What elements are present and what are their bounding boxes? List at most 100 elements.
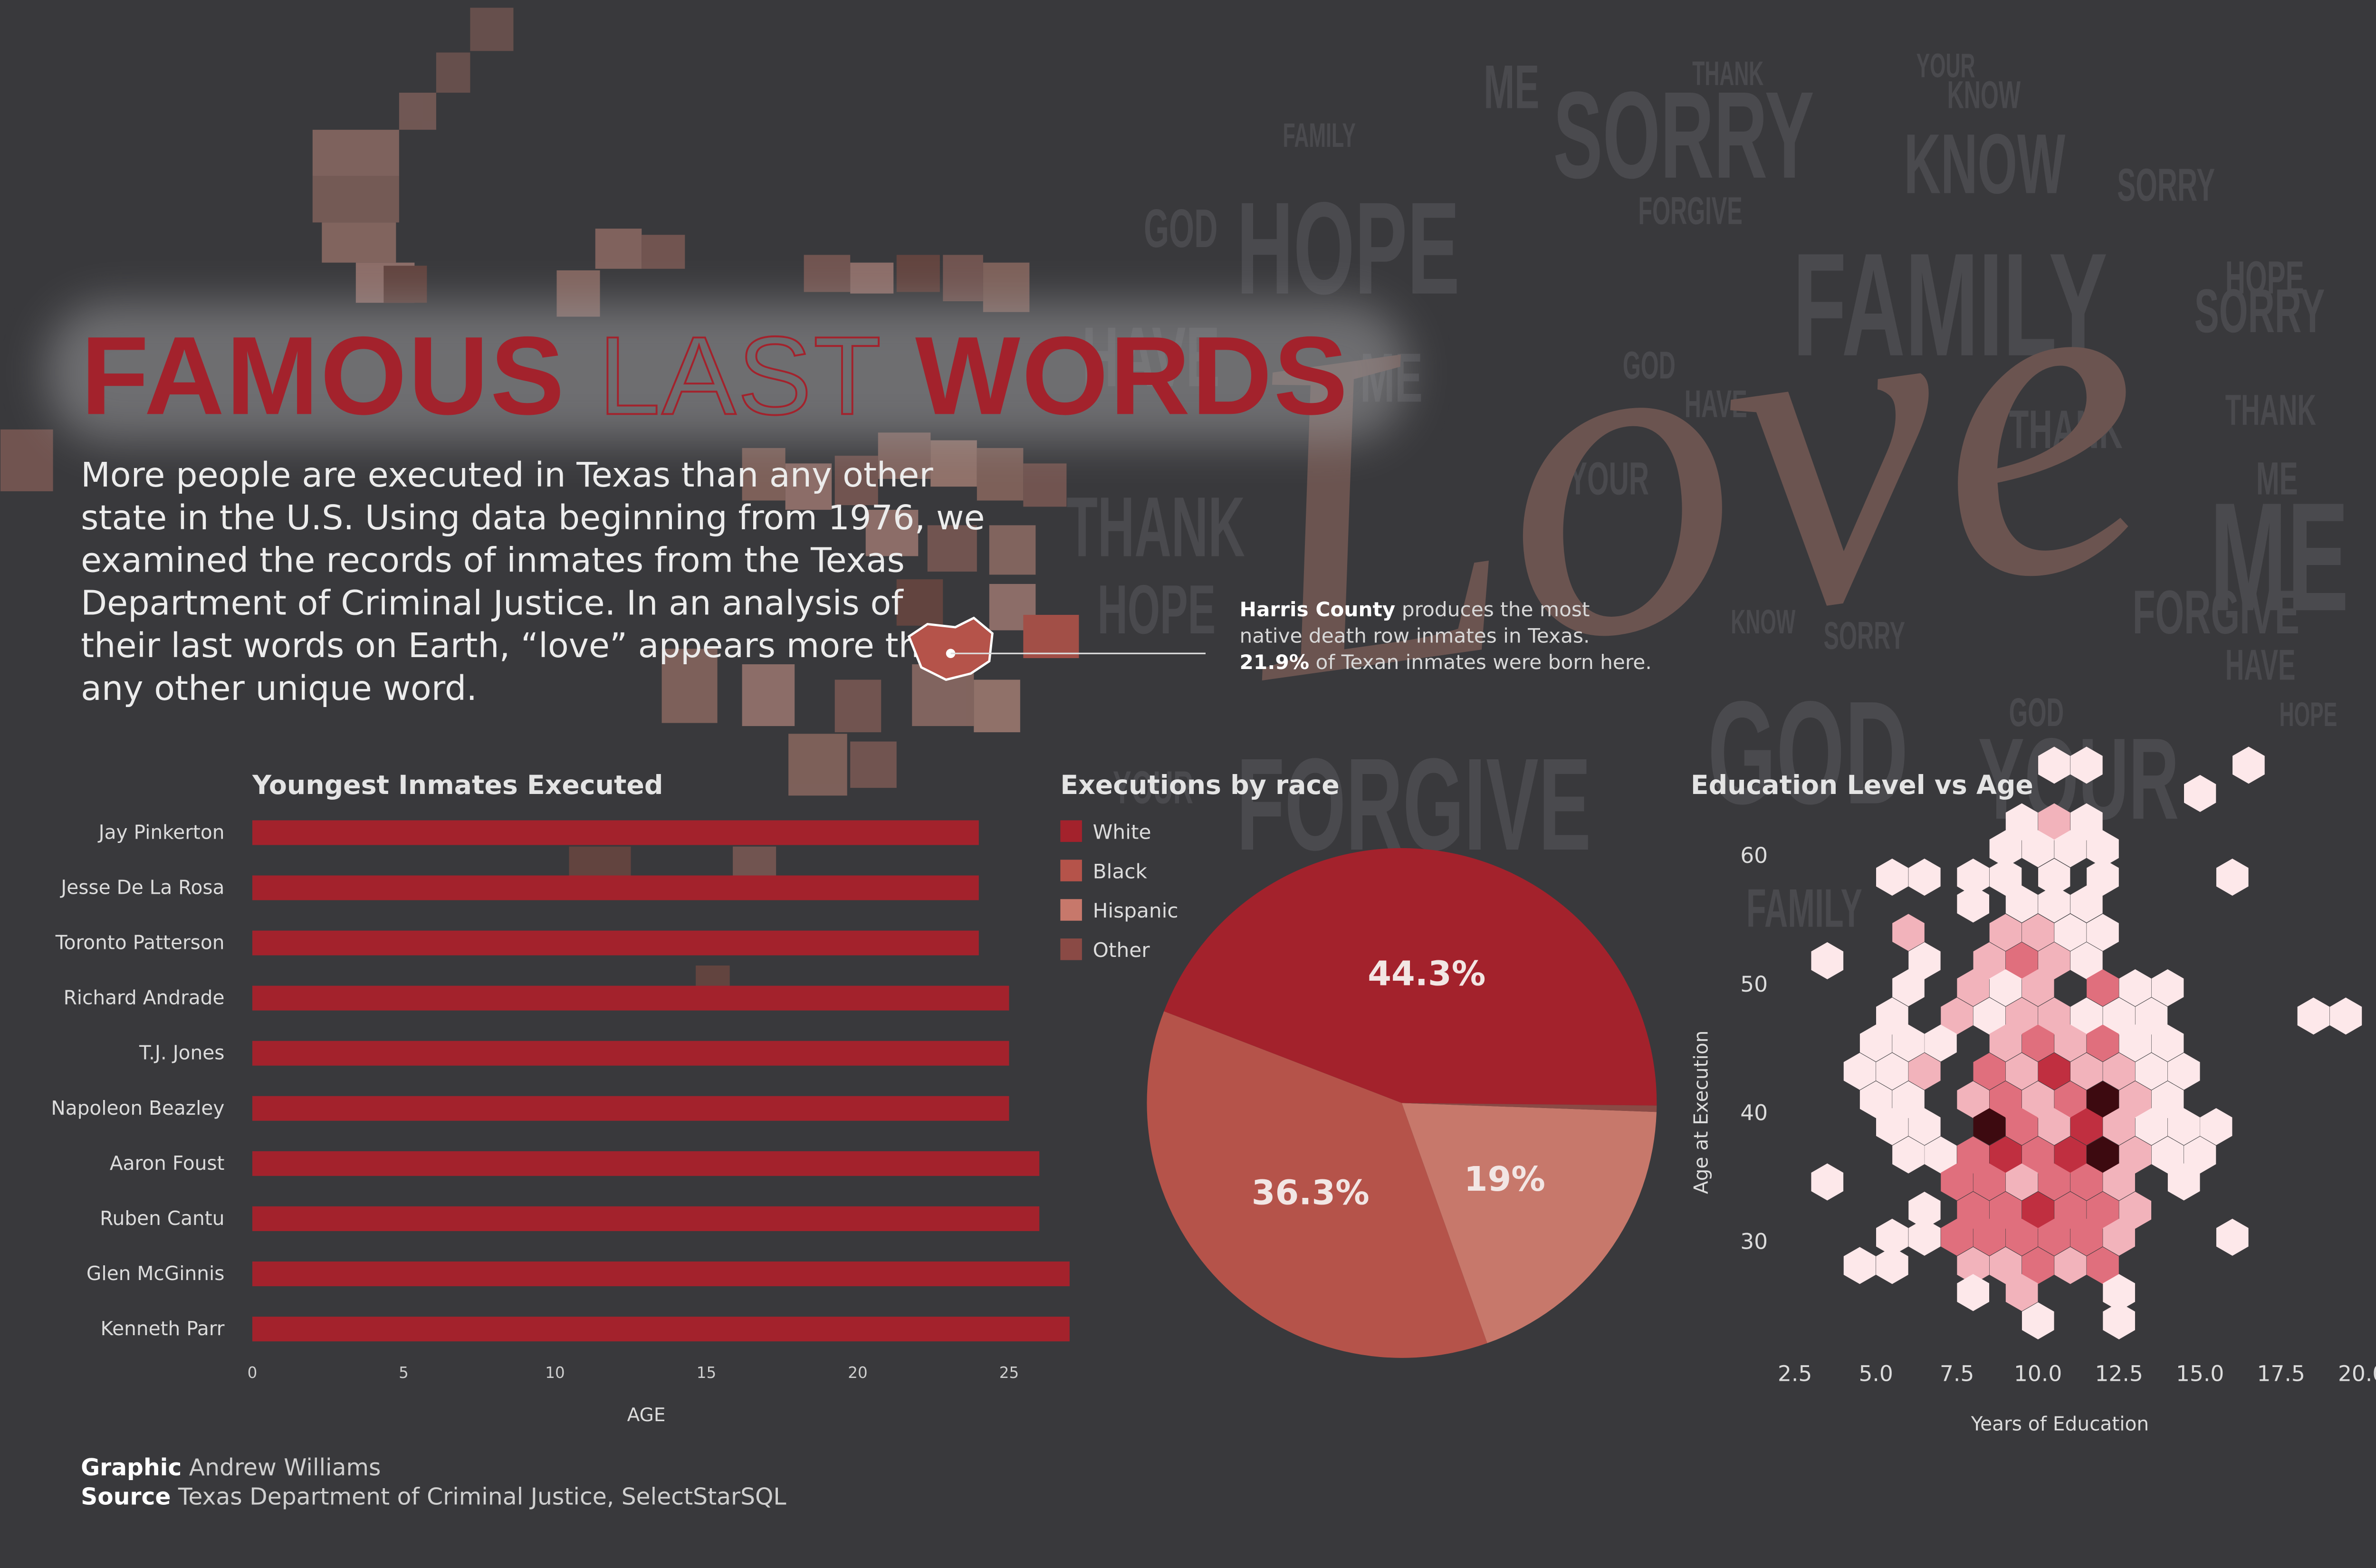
hex-bin <box>1973 997 2006 1035</box>
pie-slice <box>1401 1103 1657 1112</box>
hex-bin <box>2167 1163 2200 1201</box>
hex-bin <box>2103 1274 2135 1311</box>
hex-bin <box>2087 859 2119 896</box>
cloud-word: THANK <box>2009 399 2123 459</box>
hex-bin <box>2005 803 2038 841</box>
x-tick-label: 17.5 <box>2257 1361 2305 1386</box>
hex-bin <box>1876 859 1908 896</box>
pie-slice <box>1164 848 1657 1106</box>
legend-label: White <box>1093 820 1151 843</box>
cloud-word: SORRY <box>1553 67 1814 204</box>
category-label: Richard Andrade <box>64 986 225 1009</box>
intro-line: any other unique word. <box>81 669 477 708</box>
hex-bin <box>2005 1108 2038 1146</box>
cloud-word: FORGIVE <box>1638 190 1742 233</box>
hex-bin <box>2103 997 2135 1035</box>
cloud-word: FORGIVE <box>2133 577 2299 647</box>
y-tick-label: 60 <box>1740 843 1768 868</box>
hex-bin <box>1989 1024 2022 1062</box>
category-label: Kenneth Parr <box>101 1317 225 1340</box>
cloud-word: FAMILY <box>1283 117 1356 154</box>
bar <box>252 820 979 845</box>
hex-bin <box>1811 942 1844 979</box>
intro-line: Department of Criminal Justice. In an an… <box>81 583 904 622</box>
hex-bin <box>2070 746 2103 784</box>
hex-bin <box>2022 830 2054 868</box>
category-label: Jesse De La Rosa <box>59 876 224 899</box>
hex-bin <box>1876 1052 1908 1090</box>
hex-bin <box>1876 1218 1908 1256</box>
bar <box>252 1317 1070 1342</box>
hex-bin <box>2038 942 2070 979</box>
hex-bin <box>1941 1218 1973 1256</box>
pie-slice <box>1147 1011 1487 1358</box>
bar <box>252 930 979 956</box>
charts: Youngest Inmates Executed Jay Pinkerton Je… <box>51 746 2376 1435</box>
hex-bin <box>1811 1163 1844 1201</box>
hex-bin <box>2087 1247 2119 1284</box>
cloud-word: HOPE <box>2280 696 2338 734</box>
title-word: FAMOUS <box>81 313 566 438</box>
hex-bin <box>1892 1081 1925 1119</box>
hex-bin <box>1989 914 2022 951</box>
cloud-word: YOUR <box>1916 48 1975 85</box>
x-tick-label: 12.5 <box>2095 1361 2143 1386</box>
cloud-word: HAVE <box>1685 382 1747 426</box>
hex-bin <box>2038 1108 2070 1146</box>
hex-bin <box>2119 1192 2152 1229</box>
hex-bin <box>2005 942 2038 979</box>
hex-bin <box>2103 1163 2135 1201</box>
cloud-word: GOD <box>1144 198 1218 258</box>
intro-line: their last words on Earth, “love” appear… <box>81 626 962 665</box>
category-label: Toronto Patterson <box>55 931 225 954</box>
hex-bin <box>1925 1024 1957 1062</box>
hex-bin <box>1973 1218 2006 1256</box>
hex-bin <box>2167 1052 2200 1090</box>
cloud-word: GOD <box>1623 344 1676 387</box>
bar <box>252 875 979 900</box>
y-tick-label: 40 <box>1740 1100 1768 1126</box>
hex-bin <box>1908 1052 1941 1090</box>
x-tick-label: 2.5 <box>1778 1361 1812 1386</box>
hex-bin <box>2135 997 2168 1035</box>
chart-title: Executions by race <box>1060 770 1339 801</box>
hex-bin <box>1957 1081 1990 1119</box>
category-label: Aaron Foust <box>110 1152 225 1175</box>
cloud-word: GOD <box>1708 670 1908 835</box>
x-tick-label: 20 <box>848 1364 867 1382</box>
hex-bin <box>1892 1024 1925 1062</box>
credit-label: Source <box>81 1484 171 1511</box>
pie-slice <box>1401 1103 1657 1343</box>
cloud-word: FAMILY <box>1792 222 2107 387</box>
cloud-word: HOPE <box>2225 252 2304 304</box>
hex-bin <box>2070 803 2103 841</box>
hex-bin <box>2022 914 2054 951</box>
hex-bin <box>2087 1136 2119 1174</box>
hex-bin <box>2038 1218 2070 1256</box>
bar <box>252 1096 1009 1121</box>
hex-bin <box>2054 830 2087 868</box>
hex-bin <box>1859 1024 1892 1062</box>
cloud-word: KNOW <box>1947 74 2021 117</box>
hex-bin <box>2087 914 2119 951</box>
hex-bin <box>2184 774 2216 812</box>
credit-line: Graphic Andrew Williams <box>81 1454 381 1481</box>
credit-line: Source Texas Department of Criminal Just… <box>81 1484 786 1511</box>
hex-bin <box>2005 1218 2038 1256</box>
title-word: WORDS <box>915 313 1349 438</box>
hex-bin <box>2022 1024 2054 1062</box>
hex-bin <box>1876 1108 1908 1146</box>
cloud-feature: Love <box>1203 145 2174 780</box>
legend-swatch <box>1060 899 1082 921</box>
hex-bin <box>2135 1052 2168 1090</box>
y-axis-label: Age at Execution <box>1690 1031 1713 1195</box>
hex-bin <box>1925 1136 1957 1174</box>
hex-bin <box>2119 969 2152 1006</box>
hex-bin <box>2103 1052 2135 1090</box>
hex-bin <box>2329 997 2362 1035</box>
y-tick-label: 30 <box>1740 1229 1768 1254</box>
chart-title: Education Level vs Age <box>1691 770 2033 801</box>
hex-bin <box>2005 885 2038 923</box>
x-axis-label: Years of Education <box>1971 1413 2149 1435</box>
hex-bin <box>2119 1081 2152 1119</box>
